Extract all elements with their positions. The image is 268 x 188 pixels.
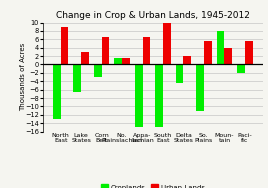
Bar [176, 64, 184, 83]
Bar [143, 37, 150, 64]
Bar [237, 64, 245, 73]
Bar [135, 64, 143, 127]
Bar [61, 27, 68, 64]
Bar [102, 37, 109, 64]
Bar [204, 41, 212, 64]
Bar [217, 31, 224, 64]
Title: Change in Crop & Urban Lands, 1945-2012: Change in Crop & Urban Lands, 1945-2012 [56, 11, 250, 20]
Bar [184, 56, 191, 64]
Bar [73, 64, 81, 92]
Bar [196, 64, 204, 111]
Bar [224, 48, 232, 64]
Bar [122, 58, 130, 64]
Bar [94, 64, 102, 77]
Bar [114, 58, 122, 64]
Bar [245, 41, 253, 64]
Bar [163, 23, 171, 64]
Bar [81, 52, 89, 64]
Legend: Croplands, Urban Lands: Croplands, Urban Lands [98, 182, 207, 188]
Bar [155, 64, 163, 127]
Bar [53, 64, 61, 119]
Y-axis label: Thousands of Acres: Thousands of Acres [20, 43, 27, 111]
